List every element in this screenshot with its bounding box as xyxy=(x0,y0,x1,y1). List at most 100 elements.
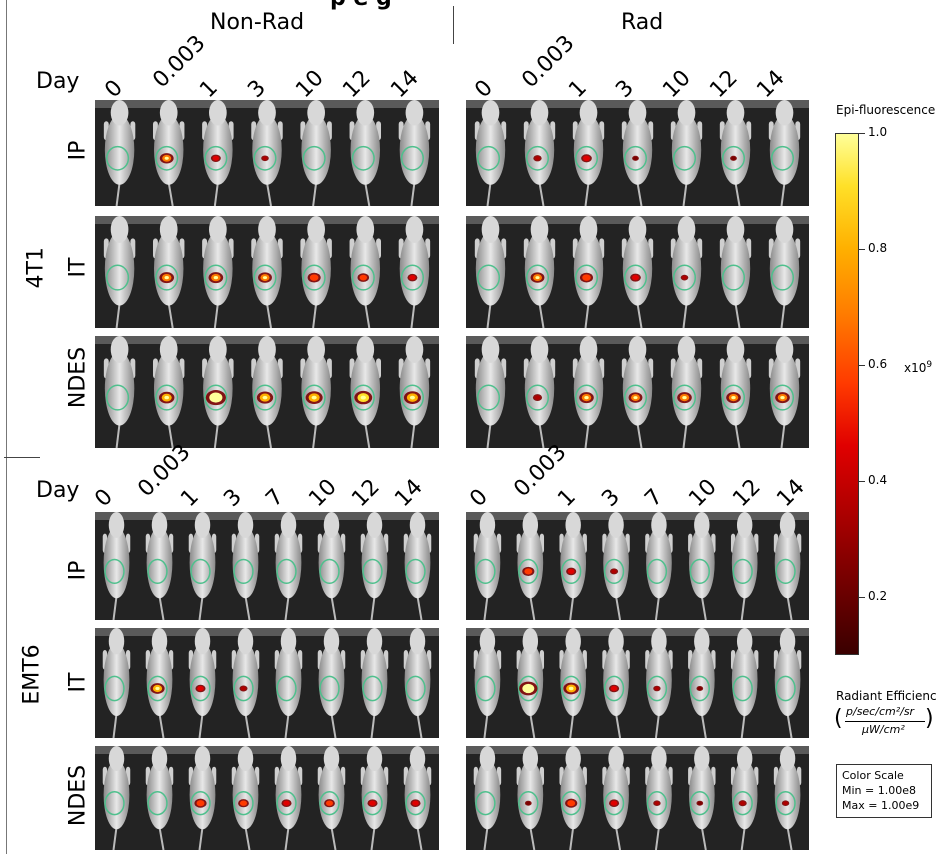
column-divider xyxy=(453,6,454,44)
colorbar-multiplier: x109 xyxy=(904,360,932,375)
page-edge-line xyxy=(6,0,7,854)
image-4t1-nonrad-ndes xyxy=(95,336,439,448)
mouse xyxy=(103,100,136,206)
mouse xyxy=(559,512,587,620)
mouse xyxy=(274,628,303,738)
image-emt6-nonrad-ip xyxy=(95,512,439,620)
image-emt6-nonrad-ndes xyxy=(95,746,439,850)
colorbar-tick-mark xyxy=(859,597,865,598)
units-denominator: μW/cm² xyxy=(862,723,905,736)
mice-image xyxy=(95,746,439,850)
day-tick: 14 xyxy=(386,65,424,103)
colorbar-tick-label: 1.0 xyxy=(868,125,888,139)
header-rad: Rad xyxy=(621,10,664,35)
day-tick: 0 xyxy=(465,484,493,512)
mouse xyxy=(202,216,234,328)
day-tick: 12 xyxy=(705,65,743,103)
image-4t1-nonrad-it xyxy=(95,216,439,328)
day-tick: 1 xyxy=(553,484,581,512)
day-tick: 10 xyxy=(684,474,723,512)
mouse xyxy=(274,746,303,850)
day-tick: 7 xyxy=(261,484,290,512)
mouse xyxy=(360,512,389,620)
header-non-rad: Non-Rad xyxy=(210,10,305,35)
mouse xyxy=(773,512,802,620)
cell-line-label-emt6: EMT6 xyxy=(19,644,45,705)
mouse xyxy=(145,628,174,738)
day-tick: 10 xyxy=(290,65,329,103)
mouse xyxy=(730,746,759,850)
mouse xyxy=(231,628,260,738)
image-4t1-rad-ndes xyxy=(466,336,809,448)
section-divider xyxy=(4,457,40,458)
mouse xyxy=(670,100,703,206)
mouse xyxy=(516,512,545,620)
colorbar-tick-mark xyxy=(859,133,865,134)
mouse xyxy=(103,216,136,328)
mouse xyxy=(670,336,703,448)
image-emt6-rad-it xyxy=(466,628,809,738)
mouse xyxy=(523,216,556,328)
colorbar-tick-label: 0.4 xyxy=(868,473,888,487)
colorbar-tick-label: 0.6 xyxy=(868,357,888,371)
color-scale-box: Color Scale Min = 1.00e8 Max = 1.00e9 xyxy=(836,764,932,818)
cell-line-label-4t1: 4T1 xyxy=(23,247,49,289)
day-tick: 12 xyxy=(728,474,766,512)
mouse xyxy=(188,746,217,850)
mouse xyxy=(360,746,389,850)
mouse xyxy=(730,512,759,620)
mouse xyxy=(274,512,303,620)
mouse xyxy=(317,628,346,738)
day-label-4t1: Day xyxy=(36,69,80,94)
mouse xyxy=(670,216,703,328)
colorbar-tick-label: 0.8 xyxy=(868,241,888,255)
mouse xyxy=(602,512,630,620)
mouse xyxy=(773,628,802,738)
mice-image xyxy=(466,216,809,328)
mouse xyxy=(621,336,654,448)
day-tick: 1 xyxy=(195,75,224,103)
mouse xyxy=(559,628,587,738)
mouse xyxy=(688,628,716,738)
mouse xyxy=(523,100,556,206)
mice-image xyxy=(466,512,809,620)
colorbar-multiplier-exponent: 9 xyxy=(926,360,933,370)
mouse xyxy=(768,100,801,206)
mouse xyxy=(645,628,673,738)
colorbar-title: Epi-fluorescence xyxy=(836,103,936,117)
mouse xyxy=(719,336,752,448)
mice-image xyxy=(466,746,809,850)
image-emt6-rad-ndes xyxy=(466,746,809,850)
route-label-emt6-it: IT xyxy=(65,672,91,693)
mouse xyxy=(688,746,716,850)
mouse xyxy=(773,746,802,850)
mouse xyxy=(474,216,507,328)
day-tick: 14 xyxy=(752,65,790,103)
radiant-efficiency-label: Radiant Efficienc xyxy=(836,689,937,703)
day-tick: 3 xyxy=(218,484,247,512)
units-close-paren: ) xyxy=(925,706,934,731)
mouse xyxy=(103,336,136,448)
mouse xyxy=(152,336,185,448)
mouse xyxy=(719,216,752,328)
mouse xyxy=(102,512,131,620)
mouse xyxy=(559,746,587,850)
mouse xyxy=(102,628,131,738)
mouse xyxy=(473,512,502,620)
color-scale-max: Max = 1.00e9 xyxy=(842,799,920,812)
mouse xyxy=(188,512,217,620)
day-tick: 12 xyxy=(338,65,377,103)
day-tick: 1 xyxy=(176,484,204,512)
day-tick: 3 xyxy=(596,484,625,512)
mouse xyxy=(317,746,346,850)
mouse xyxy=(152,100,185,206)
mouse xyxy=(403,746,432,850)
color-scale-min: Min = 1.00e8 xyxy=(842,784,916,797)
mice-image xyxy=(95,100,439,206)
mice-image xyxy=(466,628,809,738)
image-emt6-rad-ip xyxy=(466,512,809,620)
mouse xyxy=(403,628,432,738)
mouse xyxy=(300,336,332,448)
colorbar-tick-mark xyxy=(859,249,865,250)
image-4t1-rad-ip xyxy=(466,100,809,206)
